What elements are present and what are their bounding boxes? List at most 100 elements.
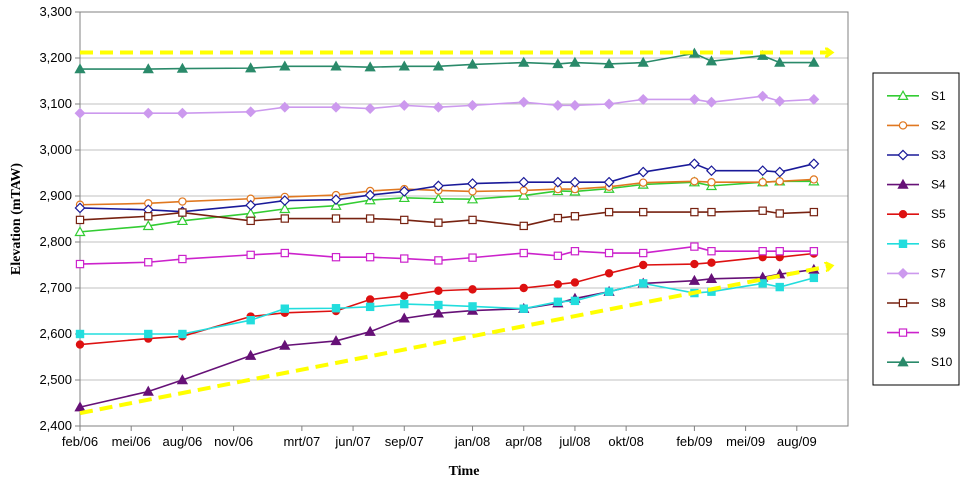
- legend-item: S3: [887, 148, 946, 162]
- legend-label: S3: [931, 148, 946, 162]
- point-marker: [331, 214, 341, 223]
- point-marker: [434, 218, 443, 227]
- y-tick-label: 2,600: [39, 326, 72, 341]
- point-marker: [176, 107, 188, 119]
- point-marker: [176, 215, 189, 226]
- x-tick-label: sep/07: [385, 434, 424, 449]
- series-line: [80, 52, 814, 70]
- x-axis: feb/06 mei/06 aug/06 nov/06 mrt/07 jun/07 sep/…: [62, 426, 817, 449]
- point-marker: [176, 62, 189, 73]
- point-marker: [467, 178, 478, 190]
- legend-item: S10: [887, 355, 953, 369]
- point-marker: [365, 214, 375, 223]
- point-marker: [432, 101, 444, 113]
- series-line: [80, 95, 814, 114]
- point-marker: [142, 107, 154, 119]
- point-marker: [707, 207, 716, 217]
- point-marker: [142, 63, 154, 74]
- point-marker: [570, 247, 580, 256]
- point-marker: [707, 177, 716, 187]
- point-marker: [365, 295, 375, 304]
- legend-label: S2: [931, 118, 946, 132]
- legend-label: S1: [931, 89, 946, 103]
- point-marker: [639, 178, 648, 187]
- point-marker: [467, 99, 478, 111]
- point-marker: [178, 208, 187, 217]
- point-marker: [808, 93, 820, 105]
- point-marker: [519, 186, 528, 195]
- point-marker: [279, 203, 291, 214]
- point-marker: [603, 176, 615, 188]
- y-tick-label: 2,400: [39, 418, 72, 433]
- point-marker: [432, 180, 444, 192]
- point-marker: [570, 296, 580, 306]
- point-marker: [75, 340, 85, 349]
- series-s4: [74, 263, 820, 412]
- series-s8: [75, 206, 819, 231]
- point-marker: [552, 58, 564, 69]
- point-marker: [74, 63, 86, 74]
- point-marker: [775, 282, 784, 292]
- point-marker: [898, 121, 908, 130]
- point-marker: [690, 177, 699, 186]
- point-marker: [144, 212, 153, 221]
- point-marker: [245, 62, 257, 73]
- point-marker: [809, 175, 819, 184]
- point-marker: [570, 212, 580, 221]
- point-marker: [468, 302, 477, 311]
- point-marker: [330, 335, 342, 346]
- point-marker: [245, 199, 257, 211]
- legend-label: S6: [931, 237, 946, 251]
- point-marker: [518, 189, 530, 200]
- point-marker: [775, 209, 784, 218]
- point-marker: [553, 297, 563, 307]
- point-marker: [705, 55, 718, 66]
- point-marker: [604, 248, 614, 258]
- point-marker: [552, 99, 564, 111]
- x-tick-label: feb/06: [62, 434, 98, 449]
- point-marker: [400, 291, 409, 301]
- legend-item: S2: [887, 118, 946, 132]
- point-marker: [757, 165, 769, 177]
- point-marker: [398, 185, 410, 197]
- legend-label: S5: [931, 207, 946, 221]
- point-marker: [365, 302, 375, 312]
- x-axis-title: Time: [449, 464, 480, 479]
- legend-box: [872, 72, 960, 386]
- series-line: [80, 277, 815, 335]
- x-tick-label: mrt/07: [283, 434, 320, 449]
- point-marker: [757, 90, 769, 102]
- y-axis: 2,400 2,500 2,600 2,700 2,800 2,900 3,000 3,100…: [39, 4, 80, 433]
- point-marker: [400, 254, 409, 263]
- point-marker: [519, 221, 528, 231]
- legend-item: S6: [887, 237, 946, 251]
- point-marker: [400, 215, 409, 225]
- point-marker: [279, 195, 291, 207]
- point-marker: [808, 56, 820, 67]
- point-marker: [519, 283, 528, 293]
- point-marker: [553, 213, 563, 223]
- point-marker: [468, 215, 477, 225]
- point-marker: [364, 325, 376, 336]
- point-marker: [75, 259, 85, 269]
- series-line: [79, 180, 814, 233]
- series-s2: [75, 175, 819, 209]
- legend-item: S8: [887, 296, 946, 310]
- point-marker: [365, 252, 375, 262]
- point-marker: [757, 49, 769, 60]
- point-marker: [398, 60, 410, 71]
- point-marker: [604, 287, 614, 296]
- point-marker: [569, 176, 581, 188]
- point-marker: [690, 242, 699, 251]
- trend-arrow: [79, 266, 831, 416]
- point-marker: [690, 207, 699, 217]
- point-marker: [604, 207, 614, 217]
- point-marker: [639, 260, 648, 270]
- point-marker: [898, 239, 908, 248]
- series-line: [79, 162, 815, 213]
- point-marker: [552, 176, 564, 188]
- point-marker: [688, 274, 701, 285]
- point-marker: [688, 93, 700, 105]
- point-marker: [280, 248, 290, 258]
- point-marker: [398, 99, 410, 111]
